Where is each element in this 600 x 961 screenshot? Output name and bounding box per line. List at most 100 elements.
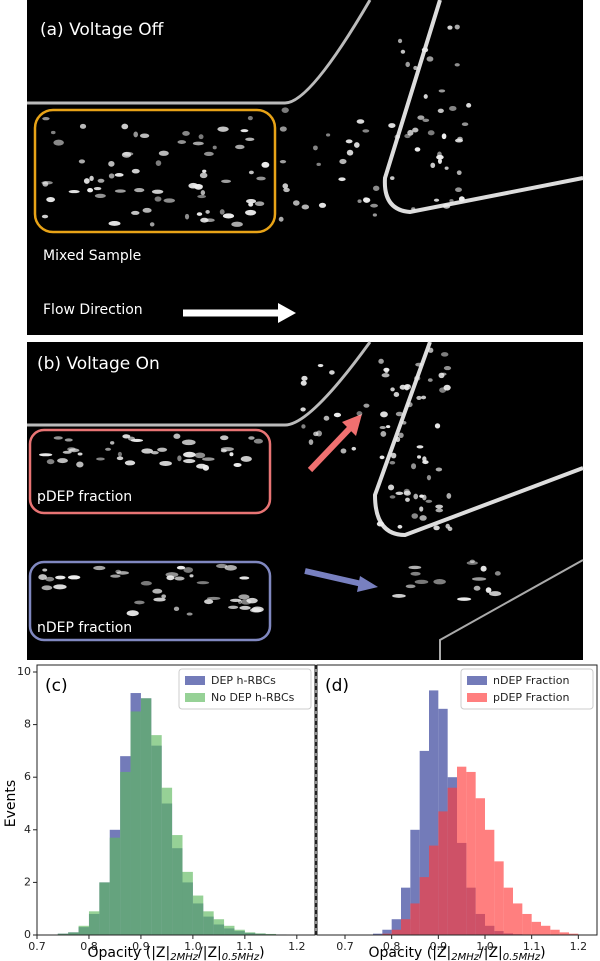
y-tick-label: 2 (24, 875, 31, 888)
x-axis-label-part: 0.5MHz (222, 952, 260, 961)
cell (406, 584, 416, 588)
cell (398, 39, 402, 43)
cell (193, 142, 204, 146)
cell (357, 411, 363, 416)
cell (280, 126, 287, 131)
panel-label: (b) Voltage On (37, 354, 160, 374)
cell (435, 508, 443, 512)
hist-bar (522, 914, 531, 935)
cell (437, 152, 442, 158)
cell (474, 586, 481, 591)
hist-bar (504, 888, 513, 935)
cell (213, 146, 217, 150)
cell (457, 170, 462, 175)
x-axis-label-part: /|Z| (198, 945, 222, 961)
cell (415, 363, 422, 367)
hist-bar (110, 838, 120, 935)
cell (261, 162, 269, 168)
y-tick-label: 4 (24, 823, 31, 836)
cell (108, 161, 114, 167)
cell (134, 188, 144, 192)
cell (255, 201, 264, 206)
figure: (a) Voltage Off Mixed Sample Flow Direct… (0, 0, 600, 961)
cell (187, 613, 193, 616)
cell (434, 199, 439, 202)
cell (370, 204, 378, 208)
cell (53, 584, 66, 589)
cell (122, 152, 131, 158)
cell (424, 94, 428, 99)
hist-bar (494, 861, 503, 935)
cell (116, 571, 129, 575)
cell (89, 176, 93, 181)
cell (390, 495, 396, 498)
cell (182, 131, 190, 136)
cell (246, 598, 257, 603)
cell (455, 25, 460, 30)
cell (156, 160, 162, 166)
cell (416, 396, 421, 400)
cell (319, 203, 326, 208)
cell (346, 139, 353, 143)
cell (449, 106, 456, 111)
legend-label: nDEP Fraction (493, 674, 569, 687)
cell (200, 173, 208, 179)
cell (378, 359, 384, 364)
cell (248, 436, 254, 439)
cell (433, 579, 446, 584)
cell (380, 455, 385, 459)
cell (110, 574, 120, 577)
hist-bar (99, 882, 109, 935)
cell (233, 463, 241, 467)
cell (313, 145, 318, 150)
cell (282, 107, 289, 113)
cell (134, 601, 144, 605)
cell (489, 591, 501, 596)
cell (329, 370, 335, 374)
x-axis-label-part: ) (259, 945, 264, 961)
hist-bar (513, 903, 522, 935)
cell (152, 589, 162, 594)
cell (390, 387, 395, 391)
hist-bar (438, 811, 447, 935)
cell (417, 445, 424, 448)
hist-bar (550, 930, 559, 935)
cell (459, 196, 465, 201)
cell (421, 396, 426, 400)
cell (84, 178, 90, 184)
cell (404, 134, 410, 138)
cell (201, 190, 205, 195)
cell (443, 385, 450, 391)
cell (245, 210, 256, 216)
y-tick-label: 6 (24, 770, 31, 783)
cell (174, 607, 179, 611)
x-axis-label-part: 2MHz (170, 952, 199, 961)
cell (427, 475, 431, 480)
cell (363, 198, 370, 203)
cell (411, 207, 415, 210)
cell (445, 524, 449, 529)
hist-bar (141, 698, 151, 935)
cell (446, 493, 451, 499)
hist-bar (172, 835, 182, 935)
cell (347, 150, 353, 156)
cell (430, 163, 435, 168)
legend-swatch (467, 693, 487, 702)
cell (121, 124, 128, 130)
cell (405, 498, 410, 502)
cell (301, 376, 307, 381)
cell (239, 606, 250, 610)
cell (177, 140, 186, 144)
cell (279, 217, 284, 222)
cell (159, 461, 172, 466)
cell (415, 147, 421, 151)
cell (197, 195, 206, 198)
hist-bar (448, 788, 457, 935)
x-axis-label-part: Opacity (|Z| (87, 945, 170, 961)
cell (250, 608, 262, 613)
cell (246, 199, 256, 203)
cell (422, 456, 426, 462)
cell (151, 451, 159, 454)
cell (410, 572, 420, 576)
cell (256, 177, 265, 181)
